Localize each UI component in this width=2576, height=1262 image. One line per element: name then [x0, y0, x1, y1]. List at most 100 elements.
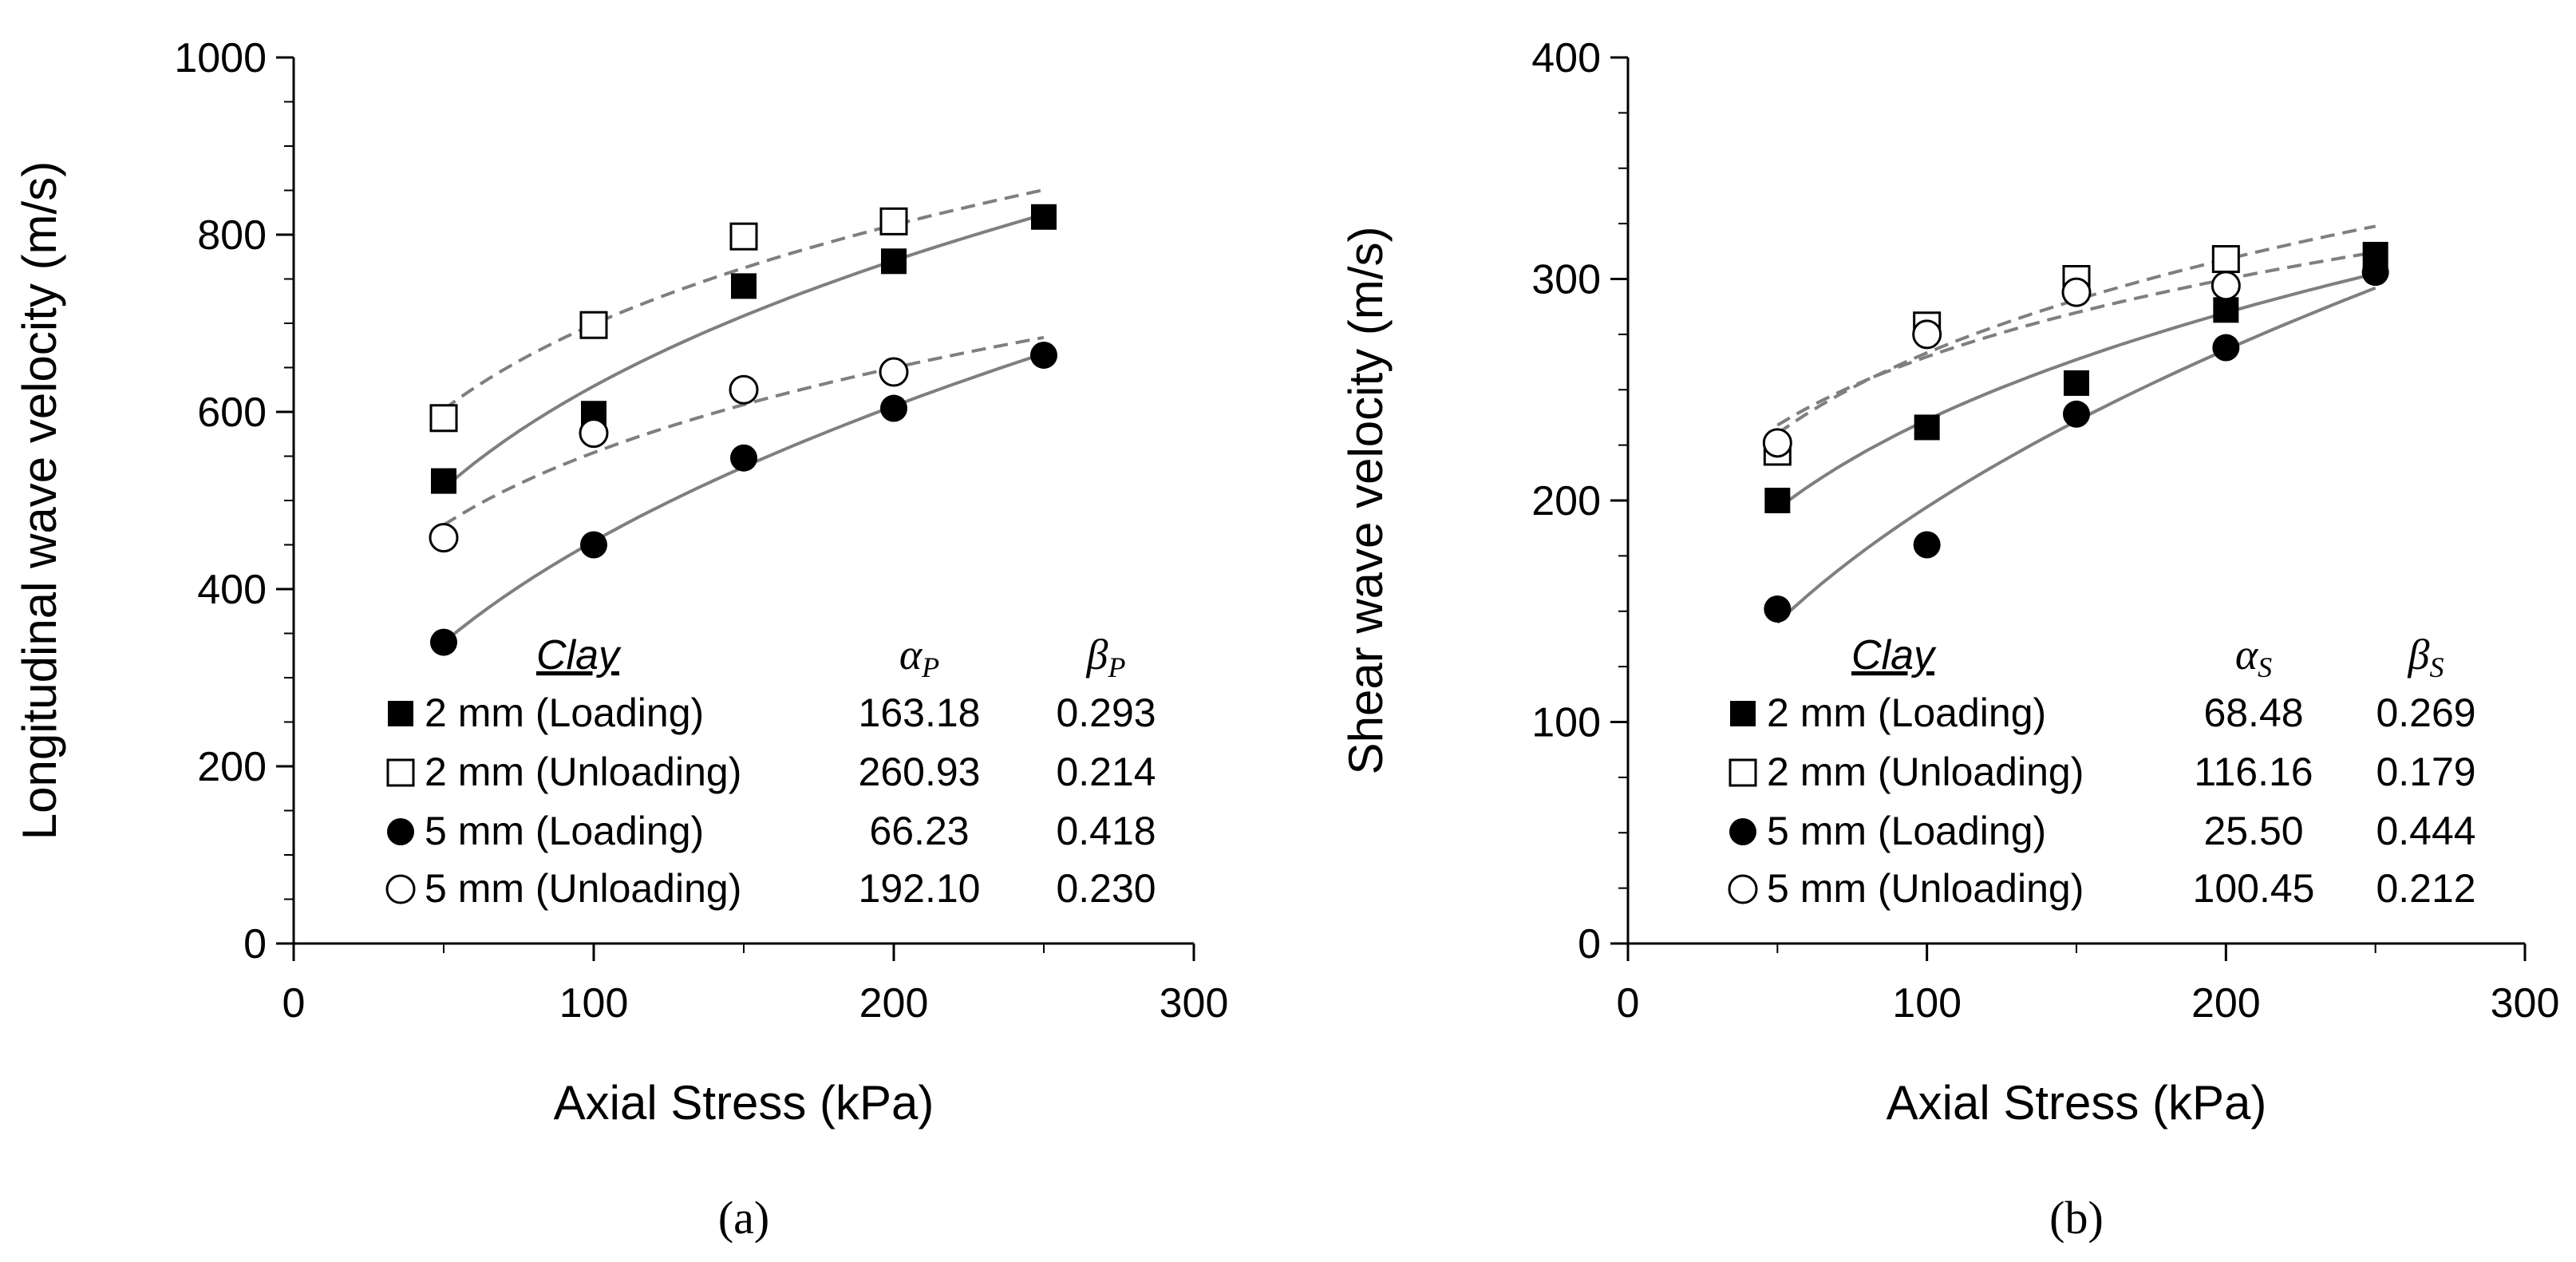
- data-point: [731, 273, 757, 299]
- panel-caption: (b): [2049, 1192, 2104, 1244]
- data-point: [430, 628, 457, 656]
- data-point: [579, 311, 608, 339]
- data-point: [2361, 259, 2389, 287]
- data-point: [429, 523, 459, 553]
- series-2-mm-unloading-: [1763, 245, 2240, 466]
- panel-caption: (a): [718, 1192, 769, 1244]
- legend-marker: [385, 874, 416, 904]
- y-tick-label: 300: [1531, 257, 1601, 303]
- data-point: [1762, 428, 1792, 458]
- data-point: [1031, 204, 1057, 230]
- alpha-header: αS: [2235, 631, 2272, 683]
- legend-beta-value: 0.230: [1056, 866, 1156, 911]
- chart-panel-a: 0 200 400 600 800 1000 0 100 200 300 Axial Stress …: [13, 35, 1228, 1244]
- fit-curve-2-mm-unloading-: [442, 188, 1045, 411]
- legend-label: 2 mm (Loading): [1767, 690, 2046, 735]
- legend-label: 5 mm (Unloading): [1767, 866, 2084, 911]
- data-point: [1764, 595, 1792, 623]
- x-tick-label: 200: [2191, 980, 2261, 1027]
- fit-curve-2-mm-loading-: [1776, 271, 2376, 511]
- legend-marker: [388, 701, 413, 726]
- legend-label: 5 mm (Loading): [1767, 809, 2046, 853]
- beta-header: βS: [2408, 631, 2444, 683]
- fit-curve-5-mm-unloading-: [442, 335, 1045, 527]
- fit-curve-2-mm-loading-: [442, 212, 1045, 490]
- x-axis-label: Axial Stress (kPa): [554, 1076, 934, 1129]
- legend-table: Clay αP βP 2 mm (Loading) 163.18 0.293 2 mm (U…: [385, 631, 1156, 911]
- y-tick-label: 400: [197, 567, 267, 613]
- legend-marker: [1728, 874, 1758, 904]
- x-tick-label: 100: [1892, 980, 1962, 1027]
- legend-alpha-value: 192.10: [859, 866, 981, 911]
- legend-label: 5 mm (Loading): [425, 809, 704, 853]
- data-point: [1030, 341, 1057, 369]
- data-point: [729, 374, 759, 405]
- legend-marker: [387, 818, 414, 845]
- legend-alpha-value: 68.48: [2203, 690, 2303, 735]
- y-tick-label: 0: [1578, 921, 1601, 967]
- data-point: [880, 394, 907, 422]
- legend-label: 2 mm (Unloading): [425, 750, 741, 794]
- x-tick-label: 300: [2491, 980, 2560, 1027]
- legend-alpha-value: 100.45: [2193, 866, 2315, 911]
- series-2-mm-loading-: [431, 204, 1057, 494]
- legend-beta-value: 0.214: [1056, 750, 1156, 794]
- data-point: [1914, 414, 1940, 441]
- fit-curve-2-mm-unloading-: [1776, 250, 2376, 427]
- legend-table: Clay αS βS 2 mm (Loading) 68.48 0.269 2 mm (Un…: [1728, 631, 2476, 911]
- legend-header: Clay: [1851, 632, 1937, 678]
- data-point: [729, 222, 758, 251]
- data-point: [881, 248, 907, 275]
- data-point: [1912, 319, 1942, 350]
- series-5-mm-unloading-: [429, 357, 909, 553]
- y-axis-label: Shear wave velocity (m/s): [1339, 227, 1393, 775]
- data-point: [2212, 334, 2240, 362]
- data-point: [730, 444, 757, 472]
- legend-marker: [1729, 758, 1757, 787]
- x-tick-label: 0: [1617, 980, 1640, 1027]
- legend-alpha-value: 260.93: [859, 750, 981, 794]
- series-2-mm-loading-: [1764, 241, 2388, 513]
- data-point: [2063, 400, 2090, 428]
- x-tick-label: 0: [282, 980, 306, 1027]
- data-point: [579, 418, 609, 449]
- legend-beta-value: 0.179: [2376, 750, 2475, 794]
- beta-header: βP: [1086, 631, 1126, 683]
- y-tick-label: 800: [197, 212, 267, 259]
- series-5-mm-loading-: [1764, 259, 2389, 623]
- legend-alpha-value: 25.50: [2203, 809, 2303, 853]
- x-tick-label: 200: [859, 980, 929, 1027]
- y-tick-label: 600: [197, 390, 267, 436]
- fit-curve-5-mm-unloading-: [1776, 224, 2376, 435]
- data-point: [429, 404, 458, 433]
- x-tick-label: 100: [559, 980, 629, 1027]
- data-point: [2211, 271, 2241, 301]
- y-tick-label: 400: [1531, 35, 1601, 81]
- data-point: [2213, 297, 2239, 323]
- legend-marker: [1729, 818, 1756, 845]
- y-tick-label: 100: [1531, 700, 1601, 746]
- legend-header: Clay: [536, 632, 622, 678]
- data-point: [2064, 370, 2089, 396]
- x-tick-label: 300: [1160, 980, 1229, 1027]
- chart-panel-b: 0 100 200 300 400 0 100 200 300 Axial Stress (kPa…: [1339, 35, 2559, 1244]
- fit-curve-5-mm-loading-: [1776, 286, 2376, 624]
- data-point: [2061, 277, 2092, 307]
- legend-label: 2 mm (Unloading): [1767, 750, 2084, 794]
- y-axis-label: Longitudinal wave velocity (m/s): [13, 161, 66, 840]
- data-point: [431, 468, 456, 494]
- legend-beta-value: 0.418: [1056, 809, 1156, 853]
- legend-beta-value: 0.293: [1056, 690, 1156, 735]
- series-2-mm-unloading-: [429, 207, 908, 433]
- data-point: [1764, 488, 1791, 513]
- legend-beta-value: 0.444: [2376, 809, 2475, 853]
- series-5-mm-loading-: [430, 341, 1057, 656]
- y-tick-label: 200: [1531, 478, 1601, 524]
- data-point: [580, 531, 607, 559]
- legend-beta-value: 0.269: [2376, 690, 2475, 735]
- y-tick-label: 200: [197, 744, 267, 790]
- data-point: [1913, 531, 1941, 559]
- legend-beta-value: 0.212: [2376, 866, 2475, 911]
